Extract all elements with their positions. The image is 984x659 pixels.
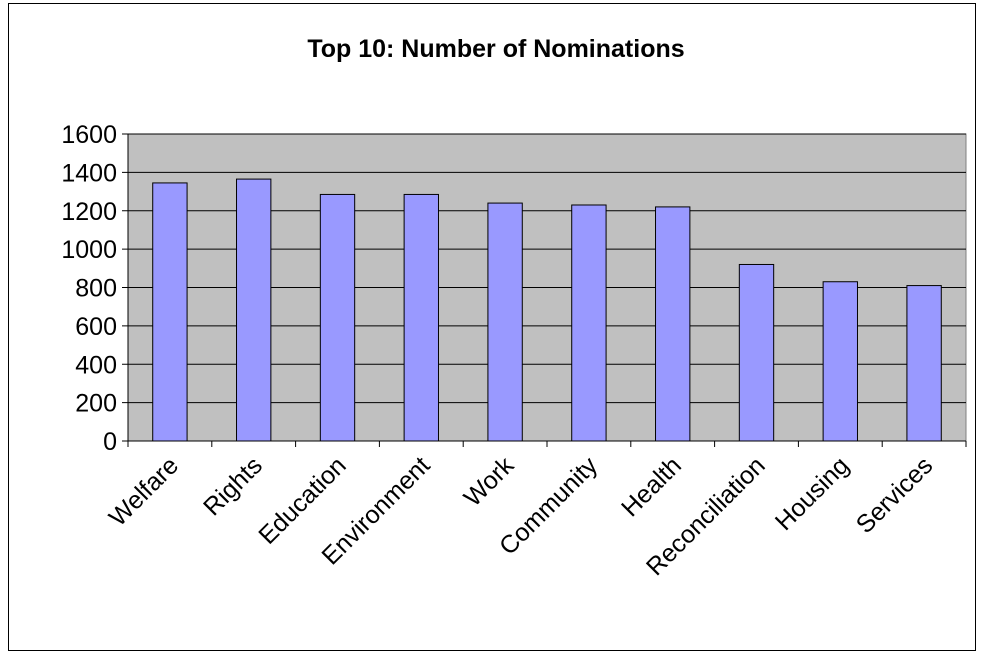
y-tick-label: 400 [75, 351, 117, 379]
bar-environment [403, 193, 439, 442]
bar-community [571, 204, 607, 442]
y-tick-label: 0 [103, 428, 117, 456]
x-tick-label: Rights [198, 451, 268, 521]
x-tick-label: Work [459, 451, 520, 512]
y-tick-label: 1400 [61, 159, 117, 187]
bar-services [906, 285, 942, 442]
x-tick-label: Welfare [104, 451, 184, 531]
y-tick-labels: 0 200 400 600 800 1000 1200 1400 1600 [61, 121, 117, 456]
bar-welfare [152, 182, 188, 442]
x-tick-label: Health [616, 451, 687, 522]
bars [152, 178, 942, 442]
x-tick-label: Services [851, 451, 939, 539]
y-tick-label: 200 [75, 390, 117, 418]
bar-reconciliation [738, 263, 775, 442]
y-tick-label: 1200 [61, 198, 117, 226]
bar-housing [822, 281, 858, 442]
bar-health [655, 206, 691, 442]
bar-rights [236, 178, 272, 442]
chart-title: Top 10: Number of Nominations [307, 35, 684, 63]
y-tick-label: 800 [75, 275, 117, 303]
axes [122, 133, 967, 447]
y-tick-label: 1000 [61, 236, 117, 264]
x-tick-label: Housing [770, 451, 855, 536]
bar-work [487, 202, 523, 442]
bar-education [319, 193, 356, 442]
y-tick-label: 600 [75, 313, 117, 341]
y-tick-label: 1600 [61, 121, 117, 149]
